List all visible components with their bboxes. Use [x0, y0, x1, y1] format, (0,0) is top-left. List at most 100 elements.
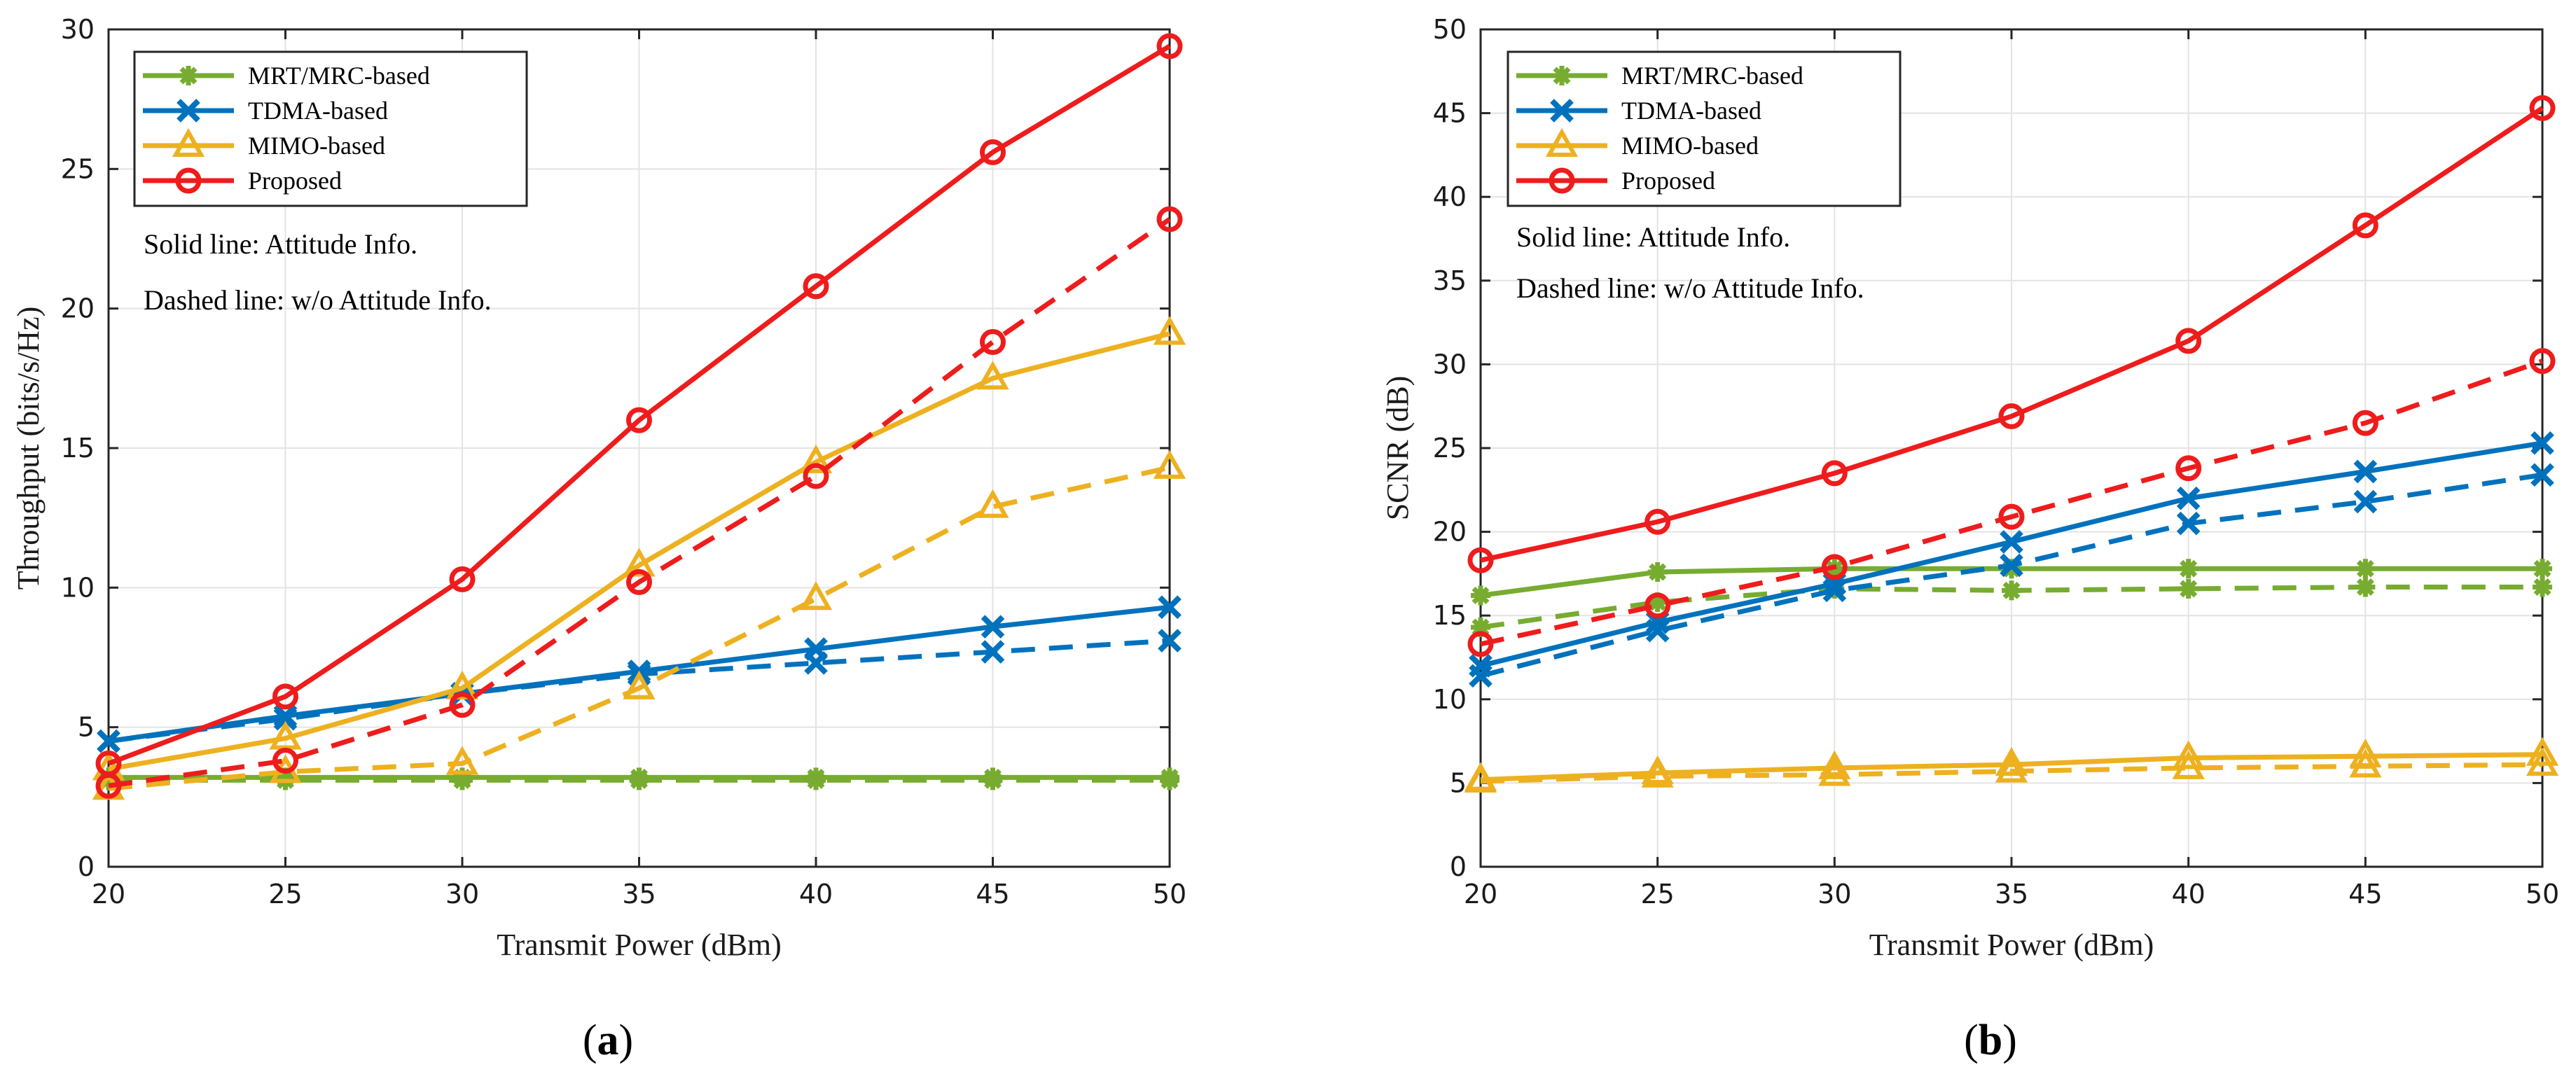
x-tick-label: 25	[268, 879, 302, 909]
series-line	[107, 43, 1171, 766]
data-point	[272, 683, 298, 710]
legend-label: Proposed	[1621, 167, 1715, 195]
legend-marker	[179, 66, 198, 85]
legend-label: MRT/MRC-based	[1621, 62, 1803, 90]
data-point	[2172, 750, 2205, 779]
data-point	[1471, 585, 1490, 606]
data-point	[1821, 554, 1848, 580]
data-point	[273, 706, 298, 731]
series-proposed-solid	[95, 33, 1183, 776]
data-point	[976, 361, 1009, 390]
series-tdma-based-dashed	[1469, 463, 2554, 688]
x-axis-label: Transmit Power (dBm)	[1869, 928, 2154, 962]
data-point	[452, 770, 472, 790]
x-tick-label: 35	[622, 879, 656, 909]
data-point	[1821, 460, 1848, 487]
data-point	[1160, 770, 1179, 790]
data-point	[2353, 489, 2378, 514]
data-point	[976, 489, 1009, 518]
x-tick-label: 30	[1817, 879, 1851, 909]
legend: MRT/MRC-based TDMA-based MIMO-based Propose…	[133, 50, 528, 207]
y-tick-label: 25	[1433, 433, 1467, 463]
series-line	[108, 465, 1170, 791]
x-tick-label: 30	[445, 879, 479, 909]
data-point	[983, 770, 1003, 790]
data-point	[2529, 348, 2556, 375]
data-point	[2349, 748, 2382, 778]
y-tick-label: 5	[78, 712, 95, 743]
x-tick-label: 20	[1464, 879, 1497, 909]
data-point	[981, 640, 1005, 664]
data-point	[2530, 431, 2554, 455]
data-point	[272, 748, 298, 774]
legend-item: MRT/MRC-based	[143, 62, 430, 90]
x-tick-label: 45	[2348, 879, 2382, 909]
y-tick-label: 20	[1433, 517, 1467, 548]
series-line	[108, 217, 1171, 788]
data-point	[449, 692, 476, 718]
y-tick-label: 0	[1450, 851, 1467, 882]
panel-letter: a	[597, 1017, 619, 1064]
legend-item: Proposed	[1516, 167, 1715, 195]
legend-marker	[1549, 167, 1575, 194]
panel-paren-open: (	[583, 1017, 597, 1064]
data-point	[2355, 559, 2376, 579]
series-proposed-dashed	[1467, 348, 2556, 657]
annotation-solid-line: Solid line: Attitude Info.	[1516, 221, 1790, 253]
y-tick-label: 35	[1433, 265, 1467, 296]
data-point	[1156, 206, 1183, 232]
x-tick-label: 20	[92, 879, 125, 909]
legend-label: TDMA-based	[1621, 97, 1761, 125]
legend-marker	[172, 127, 205, 157]
legend-label: TDMA-based	[248, 97, 388, 125]
y-tick-label: 5	[1450, 767, 1467, 798]
data-point	[2172, 740, 2205, 769]
data-point	[1467, 547, 1494, 573]
legend-item: Proposed	[143, 167, 342, 195]
data-point	[806, 770, 826, 790]
data-point	[2355, 577, 2376, 597]
y-tick-label: 15	[61, 433, 95, 463]
panel-letter: b	[1979, 1017, 2002, 1064]
series-line	[1480, 358, 2544, 647]
data-point	[2353, 459, 2378, 484]
y-tick-label: 10	[61, 572, 95, 603]
data-point	[1158, 629, 1182, 653]
data-point	[803, 463, 829, 489]
data-point	[1998, 403, 2025, 430]
data-point	[445, 746, 479, 775]
data-point	[1644, 508, 1671, 535]
y-axis-label: SCNR (dB)	[1380, 376, 1415, 521]
legend-label: MIMO-based	[1621, 132, 1759, 160]
legend-item: MIMO-based	[143, 127, 385, 160]
x-tick-label: 50	[1153, 879, 1186, 909]
data-point	[803, 273, 829, 300]
data-point	[1995, 753, 2028, 783]
data-point	[2533, 577, 2552, 597]
series-tdma-based-solid	[1469, 431, 2554, 678]
data-point	[626, 407, 652, 433]
data-point	[1644, 592, 1671, 619]
panel-paren-close: )	[619, 1017, 634, 1064]
panel-paren-close: )	[2002, 1017, 2017, 1064]
y-tick-label: 30	[1433, 349, 1467, 379]
data-point	[1641, 758, 1674, 788]
y-tick-label: 0	[78, 851, 95, 882]
data-point	[1818, 757, 1851, 786]
data-point	[1464, 763, 1497, 793]
x-axis-label: Transmit Power (dBm)	[497, 928, 782, 962]
data-point	[1822, 578, 1847, 603]
legend-item: TDMA-based	[1516, 97, 1761, 125]
data-point	[2178, 559, 2198, 579]
data-point	[1153, 449, 1186, 479]
data-point	[2176, 486, 2201, 510]
annotation-dashed-line: Dashed line: w/o Attitude Info.	[1516, 272, 1864, 304]
data-point	[1153, 316, 1186, 345]
y-tick-label: 40	[1433, 181, 1467, 212]
x-tick-label: 40	[2171, 879, 2205, 909]
data-point	[97, 729, 120, 753]
panel-paren-open: (	[1964, 1017, 1979, 1064]
legend-marker	[176, 99, 200, 123]
annotation-dashed-line: Dashed line: w/o Attitude Info.	[144, 284, 492, 316]
